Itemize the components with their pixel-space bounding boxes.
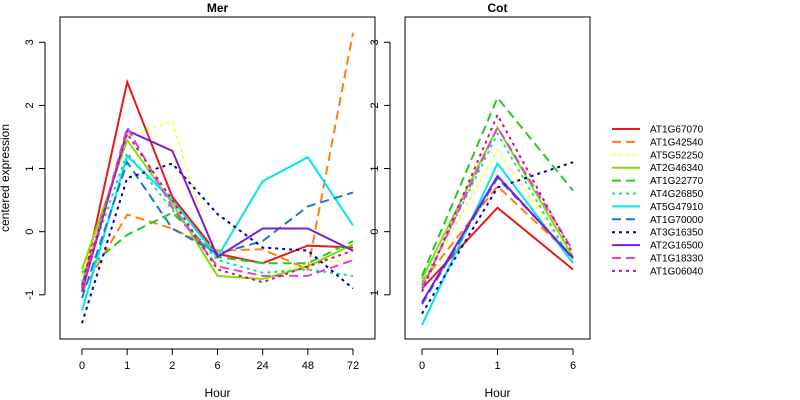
series-line-mer-at1g42540 — [81, 32, 354, 293]
legend-label: AT3G16350 — [650, 228, 704, 239]
plot-frame-mer — [59, 16, 376, 340]
y-tick-label-cot: -1 — [369, 290, 381, 300]
series-line-cot-at1g18330 — [421, 125, 574, 289]
x-tick-label-mer: 0 — [79, 360, 85, 372]
x-tick-label-mer: 6 — [214, 360, 220, 372]
series-line-mer-at3g16350 — [81, 162, 354, 324]
y-axis-title: centered expression — [0, 124, 12, 232]
series-line-mer-at1g06040 — [81, 131, 354, 286]
y-tick-label-mer: 0 — [24, 229, 36, 235]
x-tick-label-cot: 6 — [570, 360, 576, 372]
panel-title-mer: Mer — [207, 1, 229, 15]
x-tick-label-mer: 1 — [124, 360, 130, 372]
y-tick-label-cot: 0 — [369, 229, 381, 235]
series-line-mer-at1g18330 — [81, 124, 354, 289]
x-axis-title-cot: Hour — [484, 386, 510, 400]
plot-frame-cot — [404, 16, 591, 340]
legend-label: AT1G22770 — [650, 176, 704, 187]
legend-label: AT2G46340 — [650, 163, 704, 174]
y-tick-label-mer: 3 — [24, 39, 36, 45]
legend-label: AT2G16500 — [650, 241, 704, 252]
series-line-mer-at1g67070 — [81, 78, 354, 289]
legend-label: AT1G70000 — [650, 215, 704, 226]
legend-label: AT5G47910 — [650, 202, 704, 213]
series-line-cot-at5g52250 — [421, 147, 574, 286]
legend-label: AT1G42540 — [650, 137, 704, 148]
legend-label: AT1G67070 — [650, 125, 704, 136]
x-tick-label-mer: 72 — [347, 360, 359, 372]
legend-label: AT1G06040 — [650, 266, 704, 277]
y-tick-label-mer: 1 — [24, 165, 36, 171]
y-tick-label-mer: 2 — [24, 102, 36, 108]
series-line-mer-at2g16500 — [81, 129, 354, 292]
x-tick-label-cot: 1 — [494, 360, 500, 372]
series-line-mer-at5g47910 — [81, 154, 354, 311]
panel-title-cot: Cot — [488, 1, 508, 15]
legend-label: AT5G52250 — [650, 150, 704, 161]
x-tick-label-cot: 0 — [419, 360, 425, 372]
y-tick-label-cot: 2 — [369, 102, 381, 108]
x-tick-label-mer: 24 — [257, 360, 269, 372]
series-line-cot-at2g46340 — [421, 125, 574, 280]
x-tick-label-mer: 48 — [302, 360, 314, 372]
series-line-cot-at1g22770 — [421, 95, 574, 277]
legend-label: AT1G18330 — [650, 254, 704, 265]
y-tick-label-mer: -1 — [24, 290, 36, 300]
y-tick-label-cot: 3 — [369, 39, 381, 45]
legend-label: AT4G26850 — [650, 189, 704, 200]
series-line-cot-at1g06040 — [421, 112, 574, 292]
series-line-cot-at2g16500 — [421, 174, 574, 303]
y-tick-label-cot: 1 — [369, 165, 381, 171]
series-line-cot-at3g16350 — [421, 161, 574, 315]
series-line-mer-at1g70000 — [81, 159, 354, 299]
x-tick-label-mer: 2 — [169, 360, 175, 372]
x-axis-title-mer: Hour — [204, 386, 230, 400]
